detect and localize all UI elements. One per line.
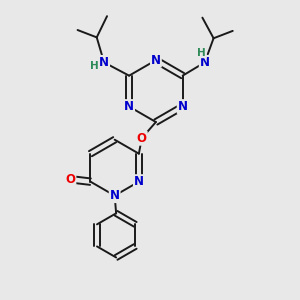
Text: N: N xyxy=(99,56,109,69)
Text: N: N xyxy=(151,54,161,67)
Text: N: N xyxy=(178,100,188,113)
Text: O: O xyxy=(65,173,75,186)
Text: H: H xyxy=(197,48,206,58)
Text: O: O xyxy=(137,132,147,145)
Text: N: N xyxy=(110,189,120,202)
Text: N: N xyxy=(124,100,134,113)
Text: H: H xyxy=(90,61,99,71)
Text: N: N xyxy=(134,175,144,188)
Text: N: N xyxy=(200,56,210,69)
